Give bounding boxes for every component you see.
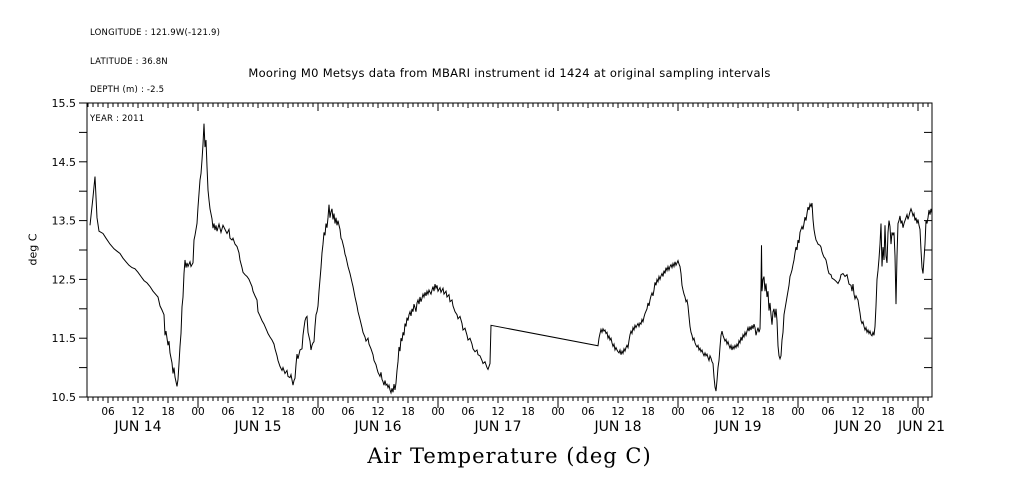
meta-latitude: LATITUDE : 36.8N bbox=[90, 56, 168, 67]
plot-title: Mooring M0 Metsys data from MBARI instru… bbox=[248, 66, 771, 80]
y-axis-title: deg C bbox=[26, 233, 40, 266]
day-label: JUN 21 bbox=[897, 419, 945, 435]
hour-tick-label: 06 bbox=[821, 406, 835, 418]
hour-tick-label: 12 bbox=[611, 406, 624, 418]
y-tick-label: 14.5 bbox=[52, 156, 77, 169]
hour-tick-label: 00 bbox=[431, 406, 444, 418]
day-label: JUN 14 bbox=[113, 419, 161, 435]
hour-tick-label: 06 bbox=[581, 406, 595, 418]
day-label: JUN 20 bbox=[833, 419, 881, 435]
hour-tick-label: 18 bbox=[401, 406, 414, 418]
y-tick-label: 12.5 bbox=[52, 273, 77, 286]
temperature-line bbox=[89, 123, 933, 395]
hour-tick-label: 00 bbox=[551, 406, 564, 418]
hour-tick-label: 06 bbox=[701, 406, 715, 418]
hour-tick-label: 06 bbox=[221, 406, 235, 418]
hour-tick-label: 00 bbox=[191, 406, 204, 418]
hour-tick-label: 06 bbox=[461, 406, 475, 418]
hour-tick-label: 00 bbox=[911, 406, 924, 418]
day-label: JUN 18 bbox=[593, 419, 641, 435]
y-tick-label: 11.5 bbox=[52, 332, 77, 345]
plot-border bbox=[86, 102, 933, 398]
meta-year: YEAR : 2011 bbox=[90, 113, 145, 124]
day-label: JUN 17 bbox=[473, 419, 521, 435]
hour-tick-label: 00 bbox=[671, 406, 684, 418]
hour-tick-label: 12 bbox=[491, 406, 504, 418]
meta-depth: DEPTH (m) : -2.5 bbox=[90, 85, 165, 95]
hour-tick-label: 18 bbox=[161, 406, 174, 418]
y-tick-label: 13.5 bbox=[52, 215, 77, 228]
hour-tick-label: 12 bbox=[131, 406, 144, 418]
day-label: JUN 19 bbox=[713, 419, 761, 435]
day-label: JUN 16 bbox=[353, 419, 401, 435]
hour-tick-label: 12 bbox=[371, 406, 384, 418]
hour-tick-label: 00 bbox=[791, 406, 804, 418]
hour-tick-label: 18 bbox=[761, 406, 774, 418]
hour-tick-label: 18 bbox=[521, 406, 534, 418]
hour-tick-label: 18 bbox=[881, 406, 894, 418]
hour-tick-label: 12 bbox=[851, 406, 864, 418]
hour-tick-label: 06 bbox=[101, 406, 115, 418]
hour-tick-label: 18 bbox=[641, 406, 654, 418]
hour-tick-label: 06 bbox=[341, 406, 355, 418]
y-tick-label: 10.5 bbox=[52, 391, 77, 404]
y-tick-label: 15.5 bbox=[52, 97, 77, 110]
hour-tick-label: 18 bbox=[281, 406, 294, 418]
x-axis-title: Air Temperature (deg C) bbox=[367, 444, 652, 468]
day-label: JUN 15 bbox=[233, 419, 281, 435]
meta-longitude: LONGITUDE : 121.9W(-121.9) bbox=[90, 28, 221, 38]
metadata-block: LONGITUDE : 121.9W(-121.9) LATITUDE : 36… bbox=[90, 10, 220, 143]
hour-tick-label: 00 bbox=[311, 406, 324, 418]
hour-tick-label: 12 bbox=[251, 406, 264, 418]
hour-tick-label: 12 bbox=[731, 406, 744, 418]
